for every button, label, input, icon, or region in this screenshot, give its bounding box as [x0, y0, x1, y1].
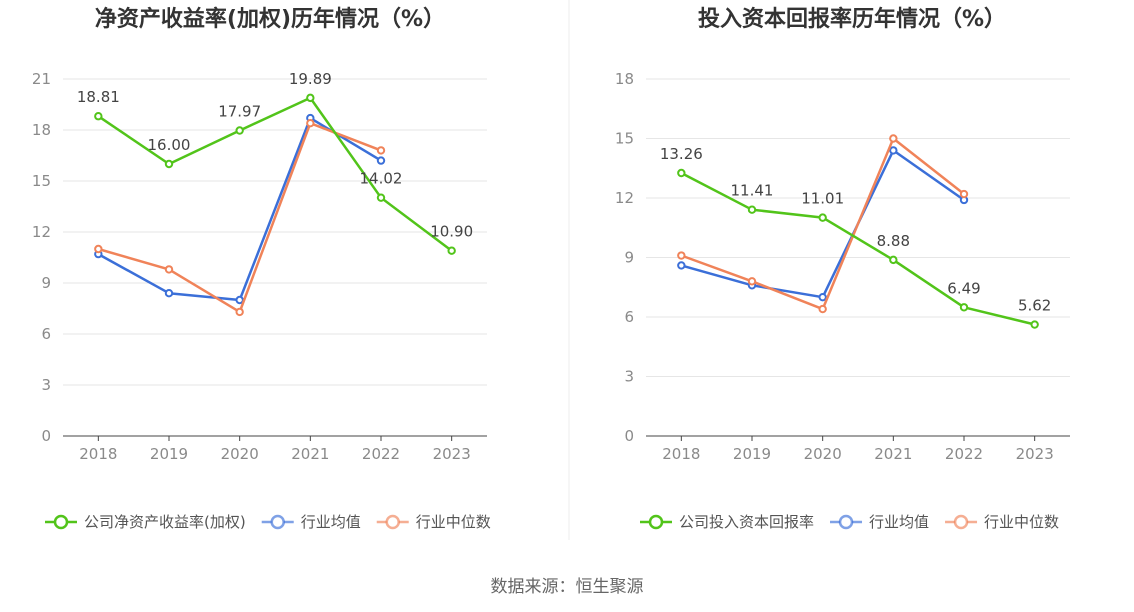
y-tick-label: 12	[615, 189, 634, 207]
legend-item-avg: 行业均值	[830, 513, 929, 531]
legend-swatch-marker	[270, 514, 285, 530]
legend-label: 行业均值	[869, 513, 929, 531]
series-line-company	[680, 171, 1035, 326]
series-line-company	[97, 96, 453, 252]
data-point-company	[889, 255, 898, 265]
legend-item-avg: 行业均值	[261, 513, 361, 531]
y-tick-label: 6	[41, 325, 51, 343]
x-tick-label: 2018	[662, 445, 700, 463]
data-point-median	[889, 134, 898, 143]
legend-item-median: 行业中位数	[945, 513, 1059, 531]
data-point-company	[376, 193, 386, 202]
series-line-median	[97, 121, 382, 314]
y-tick-label: 18	[615, 70, 634, 88]
y-tick-label: 12	[32, 223, 51, 241]
x-tick-label: 2022	[945, 445, 983, 463]
data-label: 11.41	[731, 182, 774, 200]
data-label: 11.01	[801, 190, 844, 208]
data-point-avg	[818, 292, 827, 302]
data-point-avg	[677, 261, 686, 270]
data-point-company	[447, 246, 456, 255]
x-tick-label: 2022	[362, 445, 400, 463]
data-point-avg	[376, 156, 386, 165]
legend-label: 公司投入资本回报率	[679, 513, 814, 531]
x-tick-label: 2019	[150, 445, 188, 463]
data-point-company	[959, 303, 969, 312]
legend-swatch-marker	[838, 514, 854, 530]
data-point-median	[747, 277, 757, 286]
series-line-avg	[680, 149, 965, 299]
data-point-company	[164, 159, 174, 169]
x-tick-label: 2021	[291, 445, 329, 463]
data-point-median	[376, 146, 386, 155]
y-tick-label: 6	[624, 308, 634, 326]
data-label: 5.62	[1018, 297, 1051, 315]
data-point-median	[164, 265, 174, 274]
data-point-median	[959, 189, 969, 199]
data-label: 14.02	[360, 170, 403, 188]
data-point-company	[94, 112, 103, 121]
legend-label: 行业中位数	[984, 513, 1059, 531]
data-label: 10.90	[430, 223, 473, 241]
legend-label: 行业均值	[301, 513, 361, 531]
data-point-avg	[164, 289, 174, 298]
x-tick-label: 2020	[804, 445, 842, 463]
data-label: 19.89	[289, 70, 332, 88]
legend-swatch-marker	[953, 514, 969, 530]
data-point-median	[677, 251, 686, 260]
y-tick-label: 9	[41, 274, 51, 292]
x-tick-label: 2023	[433, 445, 471, 463]
data-label: 16.00	[148, 136, 191, 154]
y-tick-label: 18	[32, 121, 51, 139]
legend-label: 行业中位数	[416, 513, 491, 531]
data-point-median	[94, 244, 103, 254]
x-tick-label: 2021	[874, 445, 912, 463]
y-tick-label: 9	[624, 249, 634, 267]
legend-swatch-marker	[53, 514, 69, 530]
legend-swatch-marker	[385, 514, 400, 530]
data-point-company	[306, 93, 315, 103]
data-point-company	[235, 126, 244, 135]
legend-item-company: 公司投入资本回报率	[640, 513, 814, 531]
x-tick-label: 2020	[221, 445, 259, 463]
y-tick-label: 21	[32, 70, 51, 88]
series-line-median	[680, 137, 965, 311]
data-point-company	[818, 213, 827, 222]
y-tick-label: 0	[624, 427, 634, 445]
y-tick-label: 0	[41, 427, 51, 445]
legend-item-company: 公司净资产收益率(加权)	[45, 513, 246, 531]
data-point-company	[677, 168, 686, 178]
x-tick-label: 2018	[79, 445, 117, 463]
chart-title: 净资产收益率(加权)历年情况（%）	[95, 6, 445, 32]
data-point-company	[1030, 320, 1039, 329]
data-label: 8.88	[877, 232, 910, 250]
data-point-avg	[235, 295, 244, 305]
data-point-avg	[889, 146, 898, 155]
data-label: 6.49	[947, 279, 980, 297]
data-label: 18.81	[77, 88, 120, 106]
legend-label: 公司净资产收益率(加权)	[84, 513, 246, 531]
y-tick-label: 15	[615, 130, 634, 148]
data-point-median	[818, 304, 827, 314]
roic-chart-panel: 投入资本回报率历年情况（%） 0 3 6 9 12 15 18 2018 2019 2020 2021…	[615, 6, 1070, 531]
data-label: 13.26	[660, 145, 703, 163]
data-point-company	[747, 205, 757, 214]
roe-chart-panel: 净资产收益率(加权)历年情况（%） 0 3 6 9 12 15 18 21 2018 2019 202…	[32, 6, 491, 531]
x-tick-label: 2019	[733, 445, 771, 463]
legend-swatch-marker	[648, 514, 664, 530]
x-tick-label: 2023	[1016, 445, 1054, 463]
data-point-median	[306, 119, 315, 128]
data-point-median	[235, 307, 244, 317]
data-label: 17.97	[218, 103, 261, 121]
y-tick-label: 15	[32, 172, 51, 190]
y-tick-label: 3	[41, 376, 51, 394]
data-source-note: 数据来源：恒生聚源	[491, 577, 644, 597]
y-tick-label: 3	[624, 368, 634, 386]
chart-title: 投入资本回报率历年情况（%）	[698, 6, 1006, 32]
legend-item-median: 行业中位数	[376, 513, 491, 531]
